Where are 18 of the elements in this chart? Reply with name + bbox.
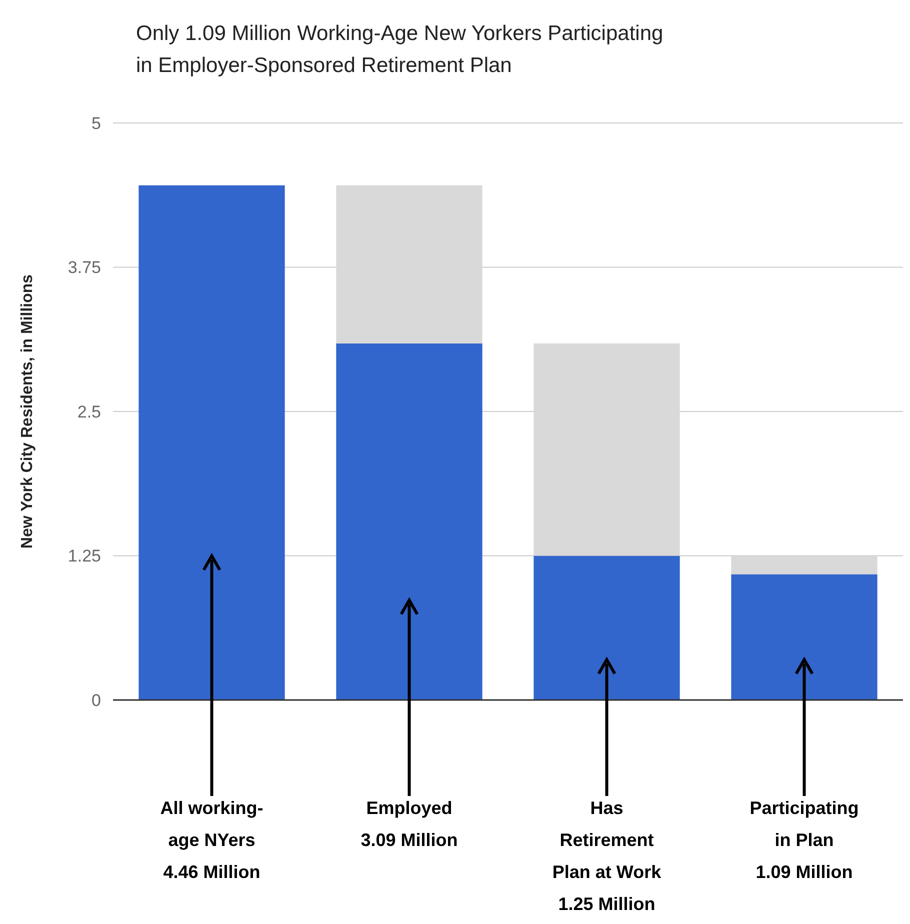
y-tick-label: 5 bbox=[92, 114, 101, 133]
bar bbox=[336, 343, 482, 700]
y-tick-label: 0 bbox=[92, 690, 101, 710]
y-axis-title: New York City Residents, in Millions bbox=[19, 274, 36, 549]
x-tick-label: Participating in Plan 1.09 Million bbox=[750, 798, 859, 882]
x-tick-label: All working- age NYers 4.46 Million bbox=[160, 798, 264, 882]
y-tick-label: 1.25 bbox=[68, 546, 101, 566]
chart-title: Only 1.09 Million Working-Age New Yorkers Participating in Employer-Sponsored Retirement Plan bbox=[136, 22, 664, 77]
bar bbox=[534, 556, 680, 700]
x-tick-label: Has Retirement Plan at Work 1.25 Million bbox=[552, 798, 662, 914]
x-tick-label: Employed 3.09 Million bbox=[360, 798, 458, 850]
y-tick-label: 3.75 bbox=[68, 258, 101, 278]
bar bbox=[731, 574, 878, 700]
bar bbox=[336, 185, 482, 344]
bar bbox=[731, 556, 878, 574]
bar bbox=[534, 343, 680, 556]
bar bbox=[138, 185, 285, 700]
y-tick-label: 2.5 bbox=[77, 402, 101, 422]
